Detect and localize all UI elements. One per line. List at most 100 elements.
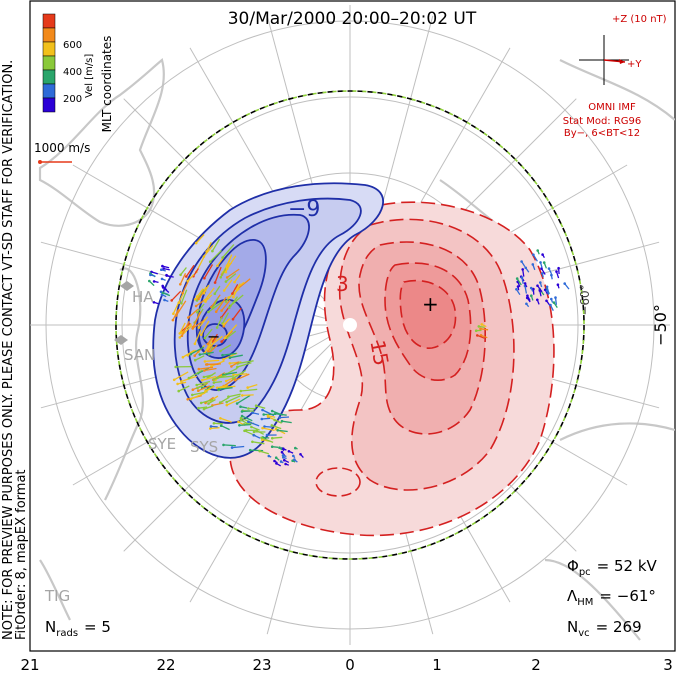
velocity-vector [231,361,240,367]
vector-origin [194,304,198,308]
vector-origin [161,286,165,289]
vector-origin [247,420,250,424]
vector-origin [233,280,236,284]
velocity-vector [219,396,230,404]
vector-origin [191,327,194,330]
vector-origin [550,273,553,277]
vector-origin [203,276,206,280]
vector-origin [152,301,156,304]
velocity-vector [203,244,214,257]
vector-origin [200,333,203,337]
mlt-axis: 21 22 23 0 1 2 3 [20,656,672,674]
vector-origin [532,287,535,291]
vector-origin [159,290,163,294]
vector-origin [206,342,210,346]
pos-contour-15 [399,279,457,349]
hm-boundary [115,90,585,560]
vector-origin [222,323,226,326]
radar-label-sye: SYE [148,435,176,453]
velocity-vector [198,406,208,409]
vector-origin [209,425,213,428]
vector-origin [521,268,524,271]
velocity-vector [226,268,240,278]
neg-contour-label: −9 [288,197,320,222]
vector-origin [162,267,165,270]
coast-land-n [559,59,675,121]
vector-origin [187,316,190,319]
vector-origin [213,281,217,284]
vector-origin [219,349,222,353]
coastline-land [38,58,675,641]
vector-origin [180,302,183,305]
vector-origin [212,381,216,384]
velocity-vector [182,349,195,358]
velocity-vector [220,385,236,389]
velocity-vector [201,398,214,404]
vector-origin [538,289,542,292]
velocity-vector [225,273,237,283]
velocity-vector [224,324,238,339]
vector-origin [541,253,544,256]
imf-z-label: +Z (10 nT) [612,14,667,25]
vector-origin [198,353,202,356]
vector-origin [523,282,527,285]
vector-origin [178,332,182,335]
vector-origin [228,362,232,365]
vector-origin [171,318,175,322]
colorbar-label: Vel [m/s] [84,54,95,98]
coast-land-west [104,267,144,501]
lambda-subscript: HM [577,597,593,608]
vector-origin [235,402,239,405]
vector-origin [252,430,256,434]
velocity-vector [198,385,211,392]
vector-origin [273,418,276,422]
velocity-vector [223,444,236,447]
velocity-vector [203,374,213,378]
vector-origin [176,382,179,386]
vector-origin [299,453,302,456]
velocity-colorbar [42,13,56,113]
vector-origin [294,446,297,450]
vector-origin [201,378,204,382]
velocity-vector [220,344,232,352]
velocity-vector [225,367,238,375]
vector-origin [231,292,234,295]
vector-origin [520,276,524,279]
vector-origin [261,426,264,430]
velocity-vector [271,424,282,430]
vector-origin [260,417,264,421]
vector-origin [563,282,566,285]
vector-origin [555,270,558,273]
velocity-vector [214,285,221,295]
velocity-vector [226,330,237,339]
vector-origin [203,369,206,372]
vector-origin [231,377,235,380]
map-title: 30/Mar/2000 20:00–20:02 UT [228,9,477,29]
velocity-vector [279,416,290,419]
velocity-vector [190,392,206,400]
velocity-vector [247,383,258,389]
vector-origin [252,433,255,437]
vector-origin [525,302,528,306]
velocity-vector [181,323,192,334]
vector-origin [202,255,206,258]
velocity-vector [281,420,292,424]
velocity-vector [173,371,189,381]
mlt-label-22: 22 [156,656,175,674]
radar-marker-hal [120,281,134,291]
velocity-vector [229,354,243,359]
velocity-vector [208,300,224,313]
vector-origin [148,279,151,283]
vector-origin [228,306,231,310]
vector-origin [261,408,264,412]
vector-origin [293,458,296,461]
vector-origin [172,378,176,382]
nrads-subscript: rads [56,628,78,639]
vector-origin [258,449,262,453]
vector-origin [227,296,230,299]
vector-origin [211,249,214,253]
velocity-vector [212,402,224,407]
vector-origin [193,354,196,358]
velocity-vector [194,330,202,345]
